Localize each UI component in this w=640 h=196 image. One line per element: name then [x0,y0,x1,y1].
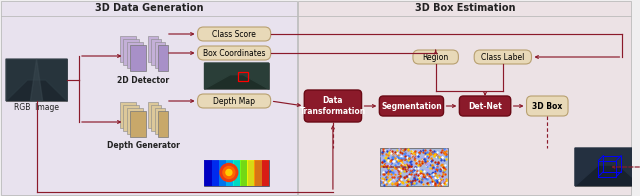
Polygon shape [575,148,640,186]
FancyBboxPatch shape [205,160,269,186]
FancyBboxPatch shape [240,160,248,186]
FancyBboxPatch shape [151,105,161,131]
FancyBboxPatch shape [124,105,140,131]
FancyBboxPatch shape [151,39,161,65]
FancyBboxPatch shape [298,1,631,195]
FancyBboxPatch shape [219,160,227,186]
Text: Det-Net: Det-Net [468,102,502,111]
Text: Box Coordinates: Box Coordinates [203,48,266,57]
FancyBboxPatch shape [127,42,143,68]
Text: 3D Data Generation: 3D Data Generation [95,3,204,13]
FancyBboxPatch shape [233,160,241,186]
Polygon shape [205,63,269,89]
FancyBboxPatch shape [255,160,262,186]
FancyBboxPatch shape [148,102,158,128]
Circle shape [220,163,238,181]
Text: 3D Box Estimation: 3D Box Estimation [415,3,516,13]
Text: Data
Transformation: Data Transformation [300,96,366,116]
FancyBboxPatch shape [226,160,234,186]
FancyBboxPatch shape [262,160,269,186]
FancyBboxPatch shape [127,108,143,134]
FancyBboxPatch shape [198,46,271,60]
FancyBboxPatch shape [247,160,255,186]
FancyBboxPatch shape [158,45,168,71]
FancyBboxPatch shape [527,96,568,116]
FancyBboxPatch shape [212,160,220,186]
FancyBboxPatch shape [198,94,271,108]
FancyBboxPatch shape [413,50,458,64]
FancyBboxPatch shape [120,102,136,128]
FancyBboxPatch shape [158,111,168,137]
Circle shape [226,170,232,175]
FancyBboxPatch shape [124,39,140,65]
Text: 2D Detector: 2D Detector [117,75,170,84]
FancyBboxPatch shape [155,108,165,134]
FancyBboxPatch shape [474,50,531,64]
Text: Class Score: Class Score [212,30,256,38]
Text: Segmentation: Segmentation [381,102,442,111]
FancyBboxPatch shape [380,148,447,186]
FancyBboxPatch shape [155,42,165,68]
FancyBboxPatch shape [460,96,511,116]
FancyBboxPatch shape [131,45,146,71]
FancyBboxPatch shape [198,27,271,41]
Text: Depth Map: Depth Map [213,96,255,105]
Polygon shape [31,59,43,101]
Text: Class Label: Class Label [481,53,525,62]
FancyBboxPatch shape [205,63,269,89]
FancyBboxPatch shape [205,160,212,186]
FancyBboxPatch shape [148,36,158,62]
FancyBboxPatch shape [131,111,146,137]
FancyBboxPatch shape [380,96,444,116]
Text: 3D Box: 3D Box [532,102,563,111]
FancyBboxPatch shape [120,36,136,62]
Polygon shape [6,59,67,101]
Text: RGB  Image: RGB Image [14,103,59,112]
FancyBboxPatch shape [575,148,640,186]
Text: Depth Generator: Depth Generator [107,142,180,151]
FancyBboxPatch shape [304,90,362,122]
FancyBboxPatch shape [6,59,67,101]
FancyBboxPatch shape [1,1,298,195]
Circle shape [223,166,235,179]
Text: Region: Region [422,53,449,62]
